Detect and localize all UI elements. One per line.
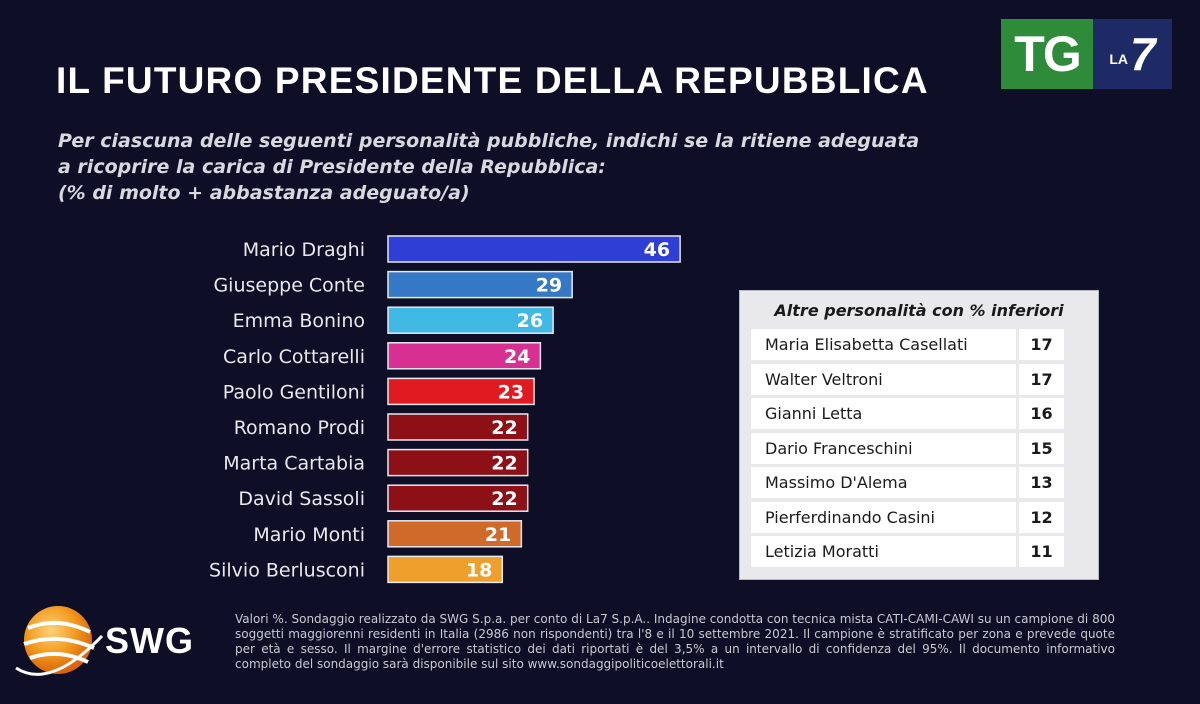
bar-label: Carlo Cottarelli (223, 346, 365, 368)
list-item-name: Gianni Letta (751, 398, 1016, 429)
list-item-name: Maria Elisabetta Casellati (751, 329, 1016, 360)
list-item-value: 11 (1019, 536, 1064, 567)
bar-value-label: 26 (517, 310, 543, 332)
la7-logo-seven: 7 (1130, 28, 1156, 80)
bar (387, 342, 542, 370)
subtitle-line-2: a ricoprire la carica di Presidente dell… (58, 156, 606, 178)
bar-label: Emma Bonino (233, 310, 365, 332)
list-item-value: 13 (1019, 467, 1064, 498)
bar-value-label: 18 (466, 559, 492, 581)
list-item-name: Letizia Moratti (751, 536, 1016, 567)
list-item: Maria Elisabetta Casellati 17 (751, 329, 1089, 360)
bar-value-label: 22 (491, 417, 517, 439)
bar-value-label: 29 (536, 275, 562, 297)
bar-value-label: 22 (491, 453, 517, 475)
bar-label: Giuseppe Conte (213, 275, 365, 297)
bar (387, 306, 554, 334)
bar-value-label: 24 (504, 346, 530, 368)
list-item: Letizia Moratti 11 (751, 536, 1089, 567)
bar-label: Mario Draghi (243, 239, 365, 261)
list-item-value: 15 (1019, 432, 1064, 464)
swg-globe-icon (15, 606, 104, 676)
bar-label: Paolo Gentiloni (223, 381, 365, 403)
bar-value-label: 21 (485, 524, 511, 546)
bar-value-label: 22 (491, 488, 517, 510)
page-title: IL FUTURO PRESIDENTE DELLA REPUBBLICA (56, 60, 929, 101)
list-item: Walter Veltroni 17 (751, 363, 1089, 395)
methodology-note: Valori %. Sondaggio realizzato da SWG S.… (235, 612, 1115, 671)
subtitle-line-3: (% di molto + abbastanza adeguato/a) (58, 182, 470, 204)
bar-value-label: 23 (498, 381, 524, 403)
swg-logo-text: SWG (105, 620, 194, 661)
bar-label: Romano Prodi (234, 417, 365, 439)
bar-chart: Mario Draghi 46 Giuseppe Conte 29 Emma Bonin… (209, 235, 681, 584)
list-item: Pierferdinando Casini 12 (751, 501, 1089, 533)
bar (387, 413, 529, 441)
la7-logo-la: LA (1109, 51, 1129, 67)
bar-label: Marta Cartabia (223, 453, 365, 475)
subtitle: Per ciascuna delle seguenti personalità … (58, 128, 919, 206)
tg-logo-mark: TG (1001, 19, 1093, 89)
bar (387, 520, 523, 548)
bar (387, 235, 681, 263)
bar (387, 484, 529, 512)
tg-la7-logo: TG LA 7 (1001, 19, 1172, 89)
list-item-value: 16 (1019, 398, 1064, 429)
other-personalities-title: Altre personalità con % inferiori (774, 301, 1064, 320)
bar (387, 448, 529, 477)
bar-label: Mario Monti (253, 524, 365, 546)
list-item-value: 12 (1019, 501, 1064, 533)
bar (387, 555, 504, 584)
bar-value-label: 46 (644, 239, 670, 261)
other-personalities-box: Altre personalità con % inferiori Maria … (739, 290, 1099, 580)
list-item-name: Dario Franceschini (751, 432, 1016, 464)
list-item-name: Pierferdinando Casini (751, 501, 1016, 533)
list-item: Gianni Letta 16 (751, 398, 1089, 429)
list-item: Massimo D'Alema 13 (751, 467, 1089, 498)
list-item-value: 17 (1019, 329, 1064, 360)
bar (387, 270, 573, 299)
bar-label: David Sassoli (238, 488, 365, 510)
list-item-name: Massimo D'Alema (751, 467, 1016, 498)
subtitle-line-1: Per ciascuna delle seguenti personalità … (58, 130, 920, 152)
bar-label: Silvio Berlusconi (209, 559, 365, 581)
la7-logo-mark: LA 7 (1093, 19, 1172, 89)
list-item-name: Walter Veltroni (751, 363, 1016, 395)
bar (387, 377, 535, 406)
list-item-value: 17 (1019, 363, 1064, 395)
other-personalities-list: Maria Elisabetta Casellati 17 Walter Vel… (751, 329, 1089, 571)
list-item: Dario Franceschini 15 (751, 432, 1089, 464)
